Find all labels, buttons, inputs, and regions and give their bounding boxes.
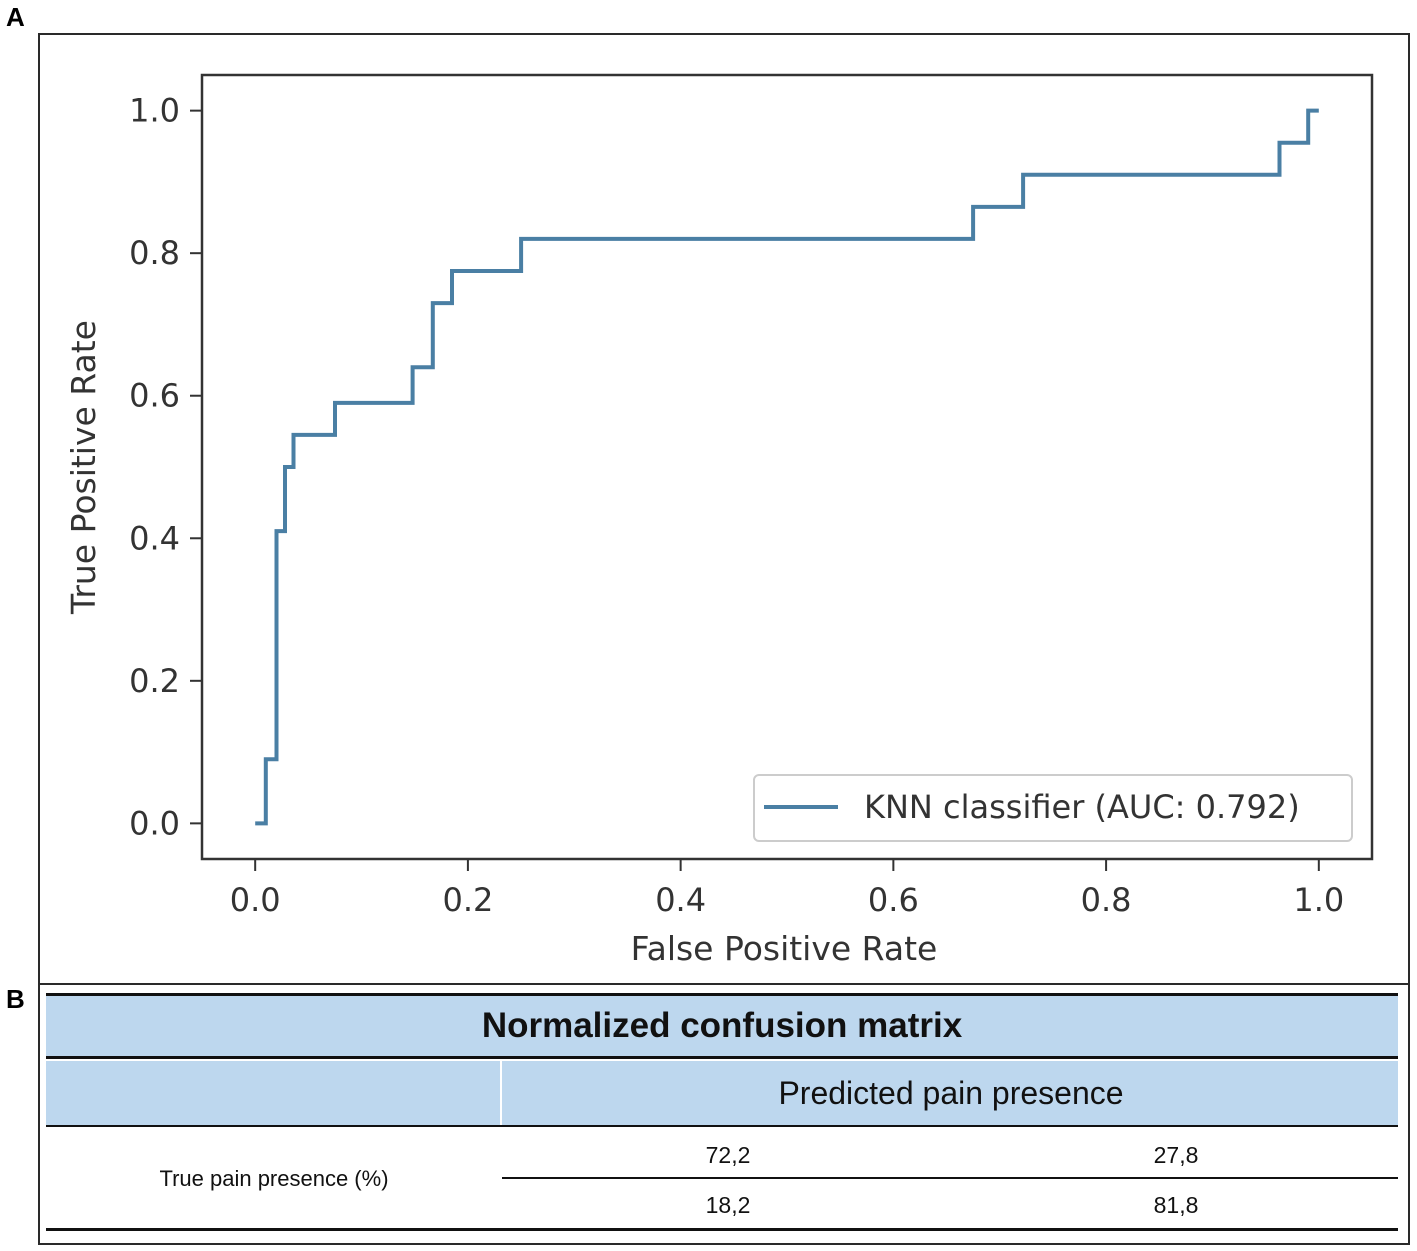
y-tick-label: 0.2 — [129, 662, 180, 700]
matrix-cell-0-1: 27,8 — [956, 1131, 1396, 1179]
x-tick-label: 0.8 — [1081, 881, 1132, 919]
y-axis-label: True Positive Rate — [64, 320, 103, 615]
plot-frame — [202, 75, 1372, 859]
predicted-header-label: Predicted pain presence — [504, 1061, 1398, 1125]
x-tick-label: 0.6 — [868, 881, 919, 919]
true-label: True pain presence (%) — [46, 1129, 502, 1229]
predicted-header-band: Predicted pain presence — [46, 1061, 1398, 1127]
predicted-header-empty-cell — [46, 1061, 502, 1125]
x-tick-label: 0.2 — [442, 881, 493, 919]
matrix-title: Normalized confusion matrix — [46, 993, 1398, 1059]
y-tick-label: 0.4 — [129, 519, 180, 557]
x-axis-label: False Positive Rate — [631, 929, 938, 968]
matrix-cell-1-0: 18,2 — [508, 1181, 948, 1229]
y-axis-ticks: 0.0 0.2 0.4 0.6 0.8 1.0 — [129, 92, 202, 843]
panel-label-a: A — [6, 2, 25, 33]
matrix-cell-1-1: 81,8 — [956, 1181, 1396, 1229]
legend-label: KNN classifier (AUC: 0.792) — [864, 788, 1300, 826]
x-tick-label: 0.4 — [655, 881, 706, 919]
x-tick-label: 1.0 — [1293, 881, 1344, 919]
roc-curve-line — [255, 111, 1319, 824]
matrix-cell-0-0: 72,2 — [508, 1131, 948, 1179]
y-tick-label: 0.0 — [129, 804, 180, 842]
panel-label-b: B — [6, 984, 25, 1015]
table-bottom-rule — [46, 1228, 1398, 1231]
y-tick-label: 0.6 — [129, 377, 180, 415]
roc-chart: 0.0 0.2 0.4 0.6 0.8 1.0 0.0 0.2 0.4 0.6 0.8 1.0 Fa… — [40, 35, 1408, 983]
x-axis-ticks: 0.0 0.2 0.4 0.6 0.8 1.0 — [230, 859, 1345, 919]
y-tick-label: 0.8 — [129, 234, 180, 272]
confusion-matrix-panel: Normalized confusion matrix Predicted pa… — [38, 985, 1410, 1245]
row-divider — [502, 1177, 1398, 1179]
x-tick-label: 0.0 — [230, 881, 281, 919]
y-tick-label: 1.0 — [129, 92, 180, 130]
roc-chart-panel: 0.0 0.2 0.4 0.6 0.8 1.0 0.0 0.2 0.4 0.6 0.8 1.0 Fa… — [38, 33, 1410, 985]
legend: KNN classifier (AUC: 0.792) — [754, 775, 1352, 841]
